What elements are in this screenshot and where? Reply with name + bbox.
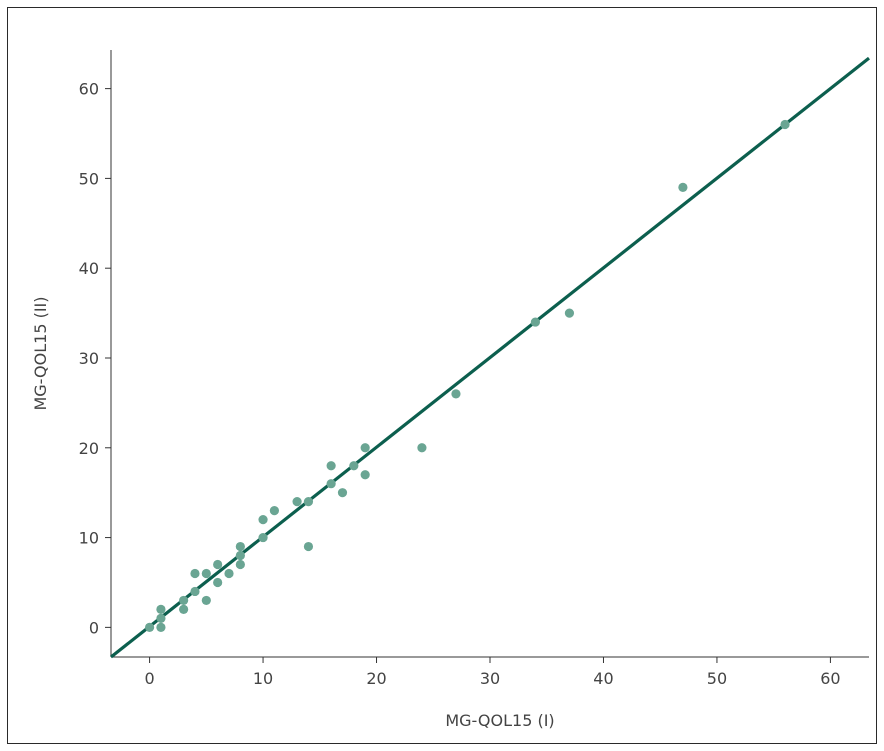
data-point (213, 559, 223, 570)
x-axis-title: MG-QOL15 (I) (445, 711, 554, 730)
data-point (326, 479, 336, 489)
data-point (224, 568, 234, 579)
y-tick-label: 20 (79, 439, 99, 458)
data-point (337, 488, 348, 498)
data-point (360, 470, 370, 480)
y-tick-label: 40 (79, 259, 99, 278)
data-point (144, 622, 155, 632)
data-point (201, 595, 211, 606)
x-tick-label: 50 (707, 669, 727, 688)
data-point (190, 586, 200, 597)
reference-line-layer (110, 56, 870, 659)
y-tick-label: 30 (79, 349, 99, 368)
data-point (780, 119, 790, 130)
data-point (678, 182, 688, 192)
points-layer (144, 119, 790, 632)
chart-frame (7, 7, 877, 744)
x-tick-label: 40 (593, 669, 613, 688)
data-point (156, 622, 166, 632)
data-point (360, 443, 370, 453)
data-point (179, 604, 189, 615)
data-point (235, 541, 245, 552)
data-point (235, 550, 245, 561)
data-point (326, 461, 336, 471)
data-point (156, 604, 166, 615)
data-point (258, 532, 268, 543)
data-point (156, 613, 166, 623)
identity-line (110, 56, 870, 659)
data-point (303, 497, 314, 507)
data-point (269, 506, 280, 516)
data-point (213, 577, 223, 588)
x-tick-label: 60 (820, 669, 840, 688)
data-point (201, 568, 211, 579)
x-tick-label: 10 (253, 669, 273, 688)
x-tick-label: 0 (144, 669, 154, 688)
data-point (530, 317, 540, 327)
data-point (258, 515, 268, 525)
axes: 0 10 20 30 40 50 60 0 10 20 30 40 50 60 (79, 50, 869, 688)
data-point (349, 461, 359, 471)
data-point (179, 595, 189, 606)
y-tick-label: 60 (79, 80, 99, 99)
data-point (564, 308, 575, 318)
data-point (451, 389, 461, 399)
y-axis-title: MG-QOL15 (II) (31, 296, 50, 410)
data-point (292, 497, 302, 507)
x-tick-label: 30 (480, 669, 500, 688)
data-point (303, 541, 314, 552)
y-tick-label: 10 (79, 529, 99, 548)
data-point (417, 443, 427, 453)
data-point (190, 568, 200, 579)
y-tick-label: 0 (89, 618, 99, 637)
data-point (235, 559, 245, 570)
x-tick-label: 20 (366, 669, 386, 688)
y-tick-label: 50 (79, 169, 99, 188)
